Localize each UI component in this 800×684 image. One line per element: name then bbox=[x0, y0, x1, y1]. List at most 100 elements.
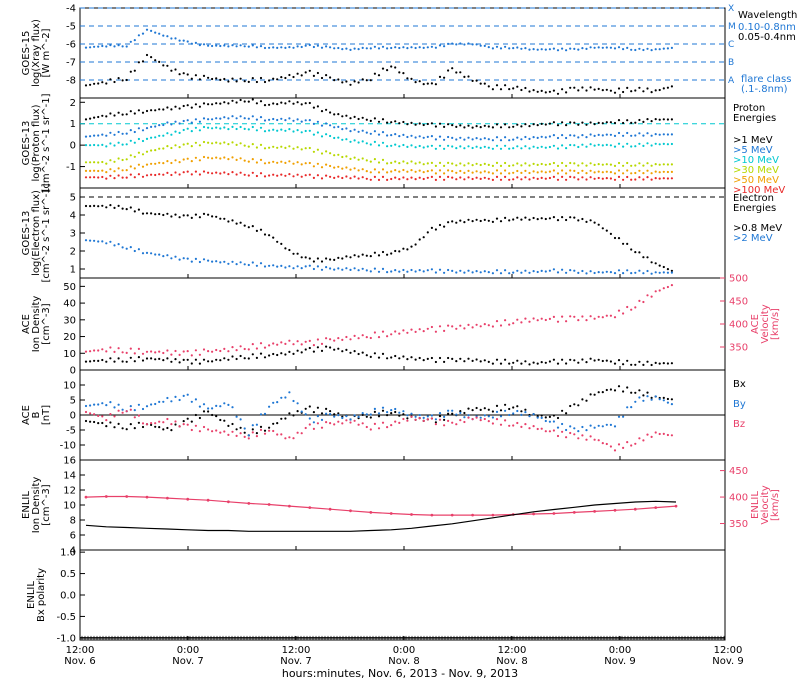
density-point bbox=[434, 360, 437, 364]
long-point bbox=[561, 47, 564, 50]
velocity-point bbox=[219, 349, 222, 353]
density-point bbox=[304, 348, 307, 351]
series-0-point bbox=[504, 216, 507, 219]
series-5-point bbox=[556, 178, 560, 181]
velocity-point bbox=[117, 347, 120, 350]
Bz-point bbox=[561, 430, 564, 433]
By-point bbox=[276, 401, 279, 404]
series-3-point bbox=[565, 164, 568, 167]
series-4-point bbox=[219, 157, 222, 160]
velocity-point bbox=[536, 319, 539, 322]
series-2-point bbox=[390, 144, 393, 147]
density-point bbox=[101, 358, 104, 362]
Bz-point bbox=[593, 438, 596, 441]
long-point bbox=[463, 43, 466, 46]
series-1-point bbox=[569, 134, 572, 137]
series-1-point bbox=[190, 121, 193, 124]
short-point bbox=[357, 81, 360, 84]
series-4-point bbox=[125, 169, 128, 172]
y-axis-right-label: ENLILVelocity[km/s] bbox=[750, 485, 781, 524]
By-point bbox=[455, 413, 458, 416]
series-1-point bbox=[247, 263, 250, 267]
series-1-point bbox=[626, 131, 629, 135]
By-point bbox=[235, 415, 238, 418]
series-1-point bbox=[561, 134, 564, 137]
series-2-point bbox=[97, 144, 100, 147]
velocity-point bbox=[166, 496, 169, 500]
series-5-point bbox=[430, 175, 433, 178]
series-1-point bbox=[398, 270, 401, 273]
Bz-point bbox=[455, 423, 458, 426]
velocity-point bbox=[145, 350, 149, 353]
series-0-point bbox=[227, 220, 230, 223]
Bz-point bbox=[300, 432, 303, 435]
Bz-point bbox=[133, 416, 136, 419]
Bz-point bbox=[105, 419, 108, 422]
density-point bbox=[386, 357, 389, 360]
series-2-point bbox=[341, 138, 344, 141]
Bz-point bbox=[438, 418, 442, 421]
series-3-point bbox=[219, 142, 222, 145]
velocity-point bbox=[450, 513, 454, 517]
density-point bbox=[504, 358, 507, 361]
density-point bbox=[194, 358, 197, 361]
series-1-point bbox=[434, 271, 437, 274]
By-point bbox=[536, 416, 539, 419]
By-point bbox=[109, 401, 112, 404]
density-point bbox=[377, 356, 381, 359]
series-3-point bbox=[182, 143, 185, 146]
By-point bbox=[386, 411, 389, 414]
series-4-point bbox=[601, 171, 604, 174]
series-3-point bbox=[259, 143, 263, 146]
short-point bbox=[455, 71, 458, 74]
long-point bbox=[520, 47, 523, 50]
y-axis-label: GOES-13log(Electron flux)[cm^-2 s^-1 sr^… bbox=[21, 183, 52, 282]
long-point bbox=[316, 44, 319, 47]
Bx-point bbox=[288, 412, 291, 415]
series-0-point bbox=[154, 213, 157, 216]
panel-frame bbox=[79, 549, 726, 641]
short-point bbox=[377, 74, 381, 77]
series-5-point bbox=[284, 174, 287, 177]
series-3-point bbox=[447, 161, 450, 164]
Bz-point bbox=[166, 417, 169, 421]
velocity-point bbox=[601, 316, 604, 319]
time-tick-label: 0:00 bbox=[177, 645, 199, 656]
series-0-point bbox=[381, 118, 385, 121]
velocity-point bbox=[288, 504, 291, 508]
series-2-point bbox=[447, 144, 450, 147]
Bz-point bbox=[365, 425, 368, 429]
series-2-point bbox=[207, 126, 210, 129]
series-0-point bbox=[459, 219, 462, 222]
series-1-point bbox=[125, 132, 128, 135]
Bz-point bbox=[654, 431, 657, 434]
series-0-point bbox=[101, 114, 104, 117]
Bx-point bbox=[447, 412, 450, 415]
long-point bbox=[565, 49, 568, 52]
series-3-point bbox=[532, 162, 535, 165]
series-1-point bbox=[304, 119, 307, 122]
series-1-point bbox=[194, 118, 197, 121]
density-point bbox=[447, 356, 450, 360]
long-point bbox=[609, 46, 613, 49]
series-4-point bbox=[459, 169, 462, 173]
series-1-point bbox=[556, 271, 560, 274]
series-4-point bbox=[658, 171, 661, 174]
series-2-point bbox=[508, 147, 511, 150]
Bz-point bbox=[223, 430, 226, 433]
series-0-point bbox=[312, 260, 315, 263]
series-1-point bbox=[158, 253, 161, 256]
series-1-point bbox=[247, 117, 250, 120]
series-2-point bbox=[215, 126, 218, 129]
long-point bbox=[548, 48, 552, 51]
Bz-point bbox=[182, 423, 185, 426]
series-1-point bbox=[312, 122, 315, 125]
time-tick-label: 12:00 bbox=[498, 645, 527, 656]
Bx-point bbox=[642, 394, 645, 397]
series-0-point bbox=[585, 123, 588, 126]
y-tick-label: 2 bbox=[70, 247, 76, 258]
short-point bbox=[109, 78, 112, 81]
series-4-point bbox=[406, 170, 409, 173]
